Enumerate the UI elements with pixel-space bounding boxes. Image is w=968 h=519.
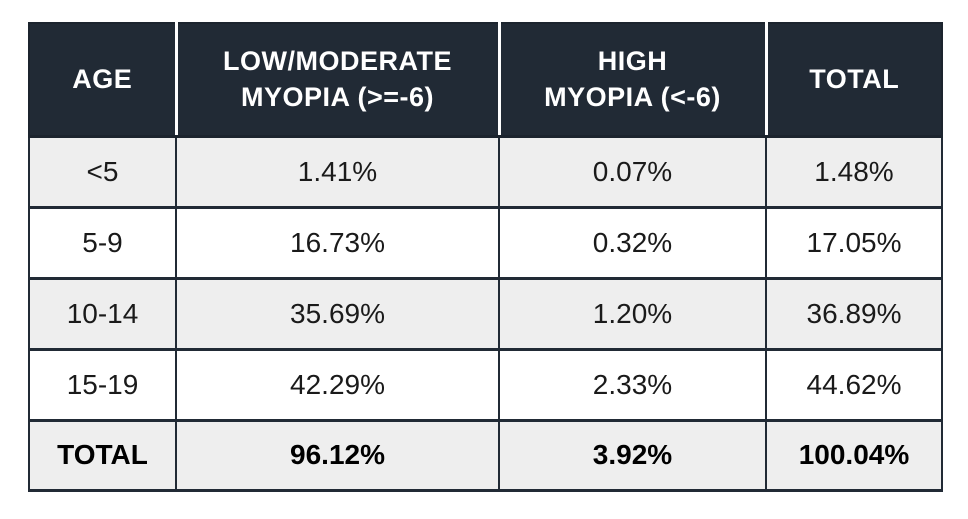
low-moderate-value-cell: 42.29% <box>175 347 500 422</box>
total-value-cell: 44.62% <box>765 347 943 422</box>
high-total-cell: 3.92% <box>498 418 767 492</box>
high-value-cell: 2.33% <box>498 347 767 422</box>
total-value-cell: 1.48% <box>765 134 943 209</box>
table-row-under-5: <5 1.41% 0.07% 1.48% <box>28 134 943 209</box>
table-row-10-14: 10-14 35.69% 1.20% 36.89% <box>28 276 943 351</box>
high-value-cell: 0.07% <box>498 134 767 209</box>
age-cell: <5 <box>28 134 177 209</box>
column-header-low-moderate-myopia: LOW/MODERATE MYOPIA (>=-6) <box>176 23 501 138</box>
high-value-cell: 1.20% <box>498 276 767 351</box>
total-label-cell: TOTAL <box>28 418 177 492</box>
high-value-cell: 0.32% <box>498 205 767 280</box>
age-cell: 15-19 <box>28 347 177 422</box>
myopia-table-container: AGE LOW/MODERATE MYOPIA (>=-6) HIGH MYOP… <box>28 22 943 492</box>
low-moderate-value-cell: 35.69% <box>175 276 500 351</box>
table-header-row: AGE LOW/MODERATE MYOPIA (>=-6) HIGH MYOP… <box>29 23 942 138</box>
low-moderate-value-cell: 1.41% <box>175 134 500 209</box>
column-header-high-myopia: HIGH MYOPIA (<-6) <box>499 23 768 138</box>
total-value-cell: 17.05% <box>765 205 943 280</box>
age-cell: 10-14 <box>28 276 177 351</box>
table-row-15-19: 15-19 42.29% 2.33% 44.62% <box>28 347 943 422</box>
table-row-total: TOTAL 96.12% 3.92% 100.04% <box>28 418 943 492</box>
total-value-cell: 36.89% <box>765 276 943 351</box>
age-cell: 5-9 <box>28 205 177 280</box>
table-row-5-9: 5-9 16.73% 0.32% 17.05% <box>28 205 943 280</box>
low-moderate-total-cell: 96.12% <box>175 418 500 492</box>
myopia-prevalence-table: AGE LOW/MODERATE MYOPIA (>=-6) HIGH MYOP… <box>28 22 943 492</box>
grand-total-cell: 100.04% <box>765 418 943 492</box>
low-moderate-value-cell: 16.73% <box>175 205 500 280</box>
column-header-age: AGE <box>29 23 178 138</box>
column-header-total: TOTAL <box>766 23 942 138</box>
